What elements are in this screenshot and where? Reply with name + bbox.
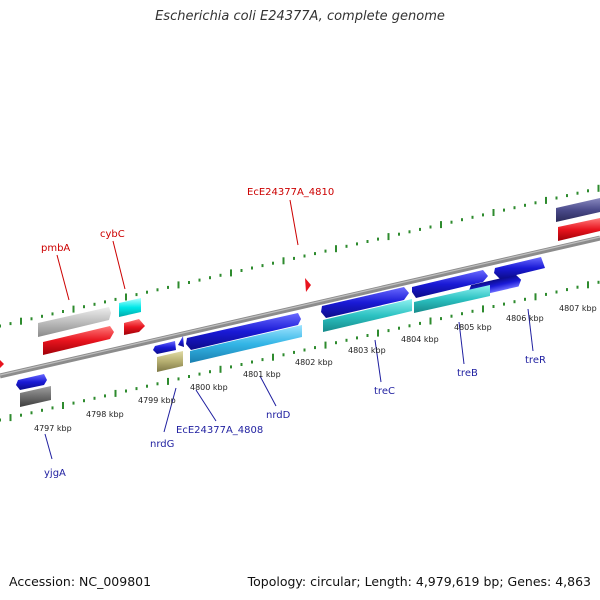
scale-label: 4807 kbp <box>559 304 597 313</box>
scale-label: 4804 kbp <box>401 335 439 344</box>
gene-cybC-red[interactable] <box>124 319 145 335</box>
map-title: Escherichia coli E24377A, complete genom… <box>155 9 445 24</box>
scale-label: 4803 kbp <box>348 346 386 355</box>
gene-nrdG-tan[interactable] <box>157 351 183 372</box>
gene-nrdD-upper[interactable] <box>186 313 301 350</box>
scale-label: 4801 kbp <box>243 370 281 379</box>
scale-label: 4806 kbp <box>506 314 544 323</box>
scale-label: 4802 kbp <box>295 358 333 367</box>
scale-label: 4800 kbp <box>190 383 228 392</box>
gene-labels: pmbA cybC EcE24377A_4810 yjgA nrdG EcE24… <box>41 187 546 479</box>
gene-treB-upper[interactable] <box>412 270 488 298</box>
scale-label: 4799 kbp <box>138 396 176 405</box>
gene-small-blue-arrow[interactable] <box>178 336 184 347</box>
genome-backbone-highlight <box>0 236 600 376</box>
gene-pmbA-red[interactable] <box>43 326 114 355</box>
genome-backbone <box>0 235 600 379</box>
tick-track-outer <box>0 184 600 328</box>
label-treC: treC <box>374 386 395 397</box>
label-treB: treB <box>457 368 478 379</box>
bottom-leaders <box>44 308 534 460</box>
gene-treB-lower[interactable] <box>414 285 490 313</box>
accession-text: Accession: NC_009801 <box>9 574 152 589</box>
gene-treR[interactable] <box>494 257 545 279</box>
label-nrdG: nrdG <box>150 439 174 450</box>
scale-label: 4797 kbp <box>34 424 72 433</box>
gene-pmbA-silver[interactable] <box>38 307 111 337</box>
label-cybC: cybC <box>100 229 125 240</box>
gene-left-edge-red[interactable] <box>0 360 4 368</box>
gene-red-right[interactable] <box>558 218 600 241</box>
label-EcE24377A_4810: EcE24377A_4810 <box>247 187 334 198</box>
scale-labels: 4797 kbp 4798 kbp 4799 kbp 4800 kbp 4801… <box>34 304 597 433</box>
gene-cybC-cyan[interactable] <box>119 298 141 317</box>
gene-EcE24377A_4810[interactable] <box>305 278 311 292</box>
top-leaders <box>56 199 299 301</box>
tick-track-inner <box>0 280 600 422</box>
label-treR: treR <box>525 355 546 366</box>
gene-small-blue-left[interactable] <box>153 341 176 354</box>
gene-treC-lower[interactable] <box>323 299 412 332</box>
gene-navy-right[interactable] <box>556 198 600 222</box>
gene-treC-upper[interactable] <box>321 287 409 318</box>
scale-label: 4805 kbp <box>454 323 492 332</box>
scale-label: 4798 kbp <box>86 410 124 419</box>
genome-summary-text: Topology: circular; Length: 4,979,619 bp… <box>247 574 591 589</box>
label-EcE24377A_4808: EcE24377A_4808 <box>176 425 263 436</box>
label-nrdD: nrdD <box>266 410 291 421</box>
gene-gray-left[interactable] <box>20 386 51 407</box>
label-yjgA: yjgA <box>44 468 66 479</box>
gene-nrdD-lower[interactable] <box>190 325 302 363</box>
label-pmbA: pmbA <box>41 243 70 254</box>
gene-yjgA-upper[interactable] <box>16 374 47 390</box>
